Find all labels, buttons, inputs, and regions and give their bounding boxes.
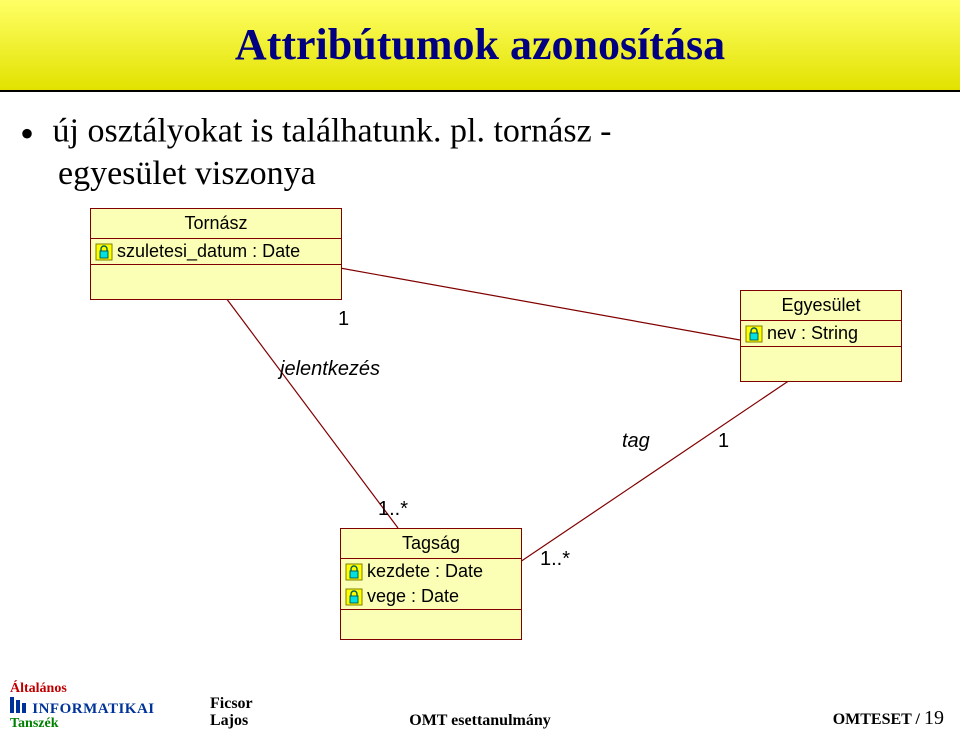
- bullet-dot: •: [20, 111, 34, 156]
- attr-row: szuletesi_datum : Date: [91, 239, 341, 264]
- lock-icon: [345, 588, 363, 606]
- class-egyesulet-attrs: nev : String: [741, 321, 901, 347]
- label-mult-1-egyesulet: 1: [718, 430, 729, 453]
- class-tornasz-attrs: szuletesi_datum : Date: [91, 239, 341, 265]
- line-egyesulet-tagsag: [520, 380, 790, 562]
- class-tornasz-ops: [91, 265, 341, 281]
- bullet-line-1: • új osztályokat is találhatunk. pl. tor…: [20, 110, 920, 157]
- class-tagsag: Tagság kezdete : Date vege : Date: [340, 528, 522, 640]
- label-mult-1-tornasz: 1: [338, 308, 349, 331]
- footer-right: OMTESET / 19: [833, 707, 944, 730]
- bullet-line-2: egyesület viszonya: [58, 155, 958, 193]
- attr-row: nev : String: [741, 321, 901, 346]
- lock-icon: [95, 243, 113, 261]
- slide-footer: Általános INFORMATIKAI Tanszék Ficsor La…: [0, 678, 960, 738]
- logo-line1: Általános: [10, 682, 155, 697]
- line-tornasz-tagsag: [226, 298, 398, 528]
- label-tag: tag: [622, 430, 650, 453]
- author-line1: Ficsor: [210, 695, 253, 713]
- lock-icon: [745, 325, 763, 343]
- attr-row: kezdete : Date: [341, 559, 521, 584]
- footer-page-number: 19: [924, 707, 944, 729]
- class-tornasz-name: Tornász: [91, 209, 341, 239]
- class-tagsag-name: Tagság: [341, 529, 521, 559]
- footer-center: OMT esettanulmány: [0, 712, 960, 730]
- lock-icon: [345, 563, 363, 581]
- bullet-text-2: egyesület viszonya: [58, 155, 316, 192]
- bullet-text-1: új osztályokat is találhatunk. pl. torná…: [53, 112, 612, 149]
- attr-text: vege : Date: [367, 586, 459, 607]
- slide-title-bar: Attribútumok azonosítása: [0, 0, 960, 92]
- footer-right-prefix: OMTESET /: [833, 711, 924, 728]
- class-egyesulet: Egyesület nev : String: [740, 290, 902, 382]
- attr-row: vege : Date: [341, 584, 521, 609]
- class-tornasz: Tornász szuletesi_datum : Date: [90, 208, 342, 300]
- label-mult-tagsag-top: 1..*: [378, 498, 408, 521]
- attr-text: kezdete : Date: [367, 561, 483, 582]
- class-tagsag-attrs: kezdete : Date vege : Date: [341, 559, 521, 610]
- class-egyesulet-ops: [741, 347, 901, 363]
- class-egyesulet-name: Egyesület: [741, 291, 901, 321]
- class-tagsag-ops: [341, 610, 521, 626]
- slide-title: Attribútumok azonosítása: [235, 20, 725, 69]
- label-jelentkezes: jelentkezés: [280, 358, 380, 381]
- attr-text: szuletesi_datum : Date: [117, 241, 300, 262]
- label-mult-tagsag-right: 1..*: [540, 548, 570, 571]
- attr-text: nev : String: [767, 323, 858, 344]
- line-tornasz-egyesulet: [340, 268, 740, 340]
